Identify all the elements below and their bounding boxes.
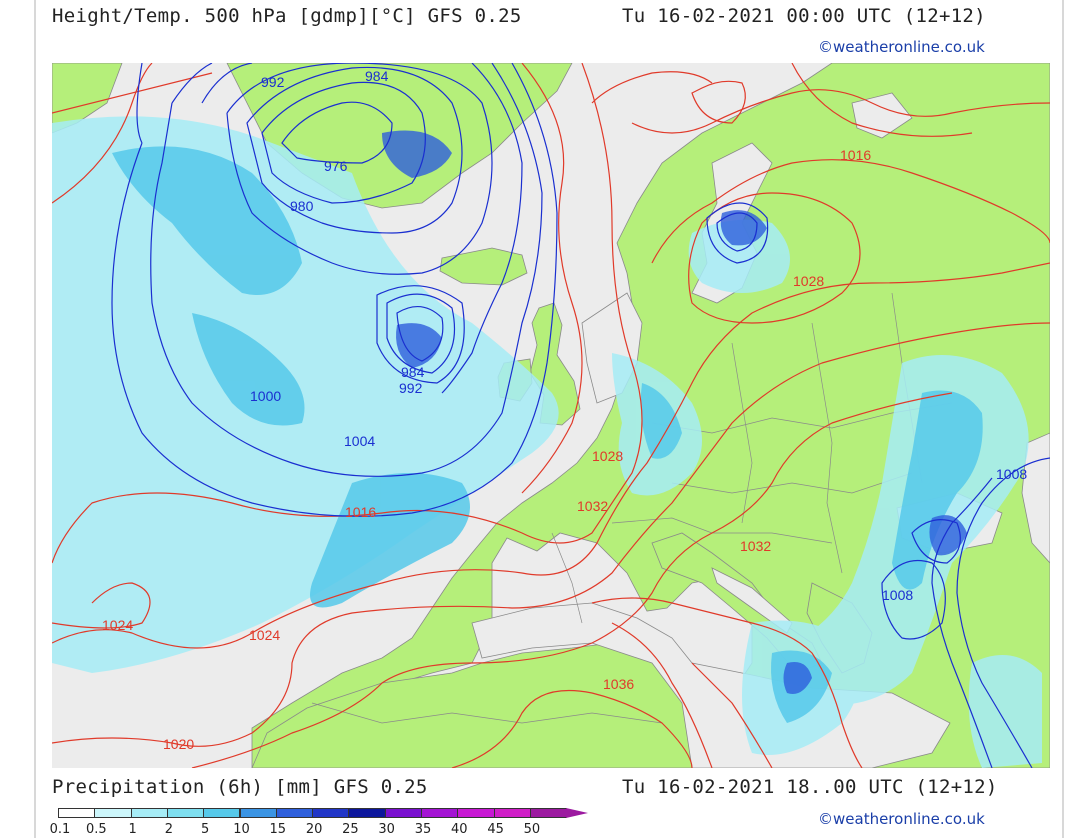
legend-label: 40 (451, 822, 468, 837)
legend-swatch (421, 808, 459, 818)
legend-label: 1 (128, 822, 137, 837)
isobar-label: 1032 (740, 538, 771, 554)
isobar-label: 992 (261, 74, 285, 90)
isobar-label: 976 (324, 158, 348, 174)
legend-swatch (275, 808, 314, 818)
isobar-label: 992 (399, 380, 423, 396)
legend-label: 10 (233, 822, 250, 837)
isobar-label: 1016 (840, 147, 871, 163)
legend-label: 45 (487, 822, 504, 837)
legend-label: 0.5 (85, 822, 107, 837)
isobar-label: 1024 (249, 627, 280, 643)
top-chart-time: Tu 16-02-2021 00:00 UTC (12+12) (622, 5, 986, 27)
isobar-label-layer: 992 984 976 980 984 992 1000 1004 1016 1… (102, 68, 1027, 752)
isobar-label: 1032 (577, 498, 608, 514)
precip-moderate (112, 146, 983, 723)
legend-label: 15 (269, 822, 287, 837)
weather-map: 992 984 976 980 984 992 1000 1004 1016 1… (52, 63, 1050, 768)
isobars-blue (111, 63, 1050, 768)
land-canada (52, 63, 123, 134)
legend-swatch (58, 808, 96, 818)
legend-label: 5 (201, 822, 210, 837)
left-frame-edge (34, 0, 36, 838)
precip-heavy (382, 130, 967, 694)
isobar-label: 1000 (250, 388, 281, 404)
isobar-label: 1020 (163, 736, 194, 752)
legend-swatch (130, 808, 168, 818)
right-frame-edge (1062, 0, 1064, 838)
legend-swatch (94, 808, 132, 818)
legend-swatch (384, 808, 422, 818)
legend-swatch (166, 808, 205, 818)
bottom-credit-link[interactable]: ©weatheronline.co.uk (818, 810, 985, 828)
legend-label: 25 (342, 822, 359, 837)
legend-label: 30 (378, 822, 395, 837)
legend-swatch (457, 808, 495, 818)
legend-swatch (493, 808, 531, 818)
isobar-label: 1024 (102, 617, 133, 633)
land-britain (529, 302, 581, 426)
isobar-label: 984 (401, 364, 425, 380)
isobar-label: 1036 (603, 676, 634, 692)
isobar-label: 1028 (592, 448, 623, 464)
isobar-label: 1008 (996, 466, 1027, 482)
caspian-sea (1021, 432, 1050, 564)
isobar-label: 1008 (882, 587, 913, 603)
bottom-chart-title: Precipitation (6h) [mm] GFS 0.25 (52, 776, 428, 798)
bottom-chart-time: Tu 16-02-2021 18..00 UTC (12+12) (622, 776, 998, 798)
legend-label: 35 (414, 822, 432, 837)
legend-swatch (529, 808, 568, 818)
legend-label: 0.1 (49, 822, 71, 837)
legend-label: 20 (305, 822, 323, 837)
legend-label: 2 (164, 822, 174, 837)
isobar-label: 1028 (793, 273, 824, 289)
legend-swatch (203, 808, 241, 818)
legend-swatch (312, 808, 350, 818)
legend-swatch (348, 808, 386, 818)
legend-swatch (239, 808, 277, 818)
isobars-red (52, 63, 1050, 768)
isobar-label: 1016 (345, 504, 376, 520)
top-chart-title: Height/Temp. 500 hPa [gdmp][°C] GFS 0.25 (52, 5, 522, 27)
isobar-label: 980 (290, 198, 314, 214)
isobar-label: 1004 (344, 433, 375, 449)
legend-arrow-tip (566, 808, 589, 818)
top-credit-link[interactable]: ©weatheronline.co.uk (818, 38, 985, 56)
legend-label: 50 (523, 822, 541, 837)
isobar-label: 984 (365, 68, 389, 84)
